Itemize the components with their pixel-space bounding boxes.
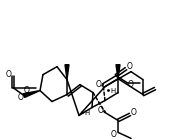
Text: O: O <box>131 108 137 117</box>
Text: H: H <box>84 110 90 116</box>
Text: O: O <box>127 62 133 71</box>
Text: O: O <box>128 80 134 89</box>
Polygon shape <box>116 65 120 79</box>
Text: O: O <box>111 130 117 139</box>
Polygon shape <box>65 65 69 80</box>
Text: H: H <box>110 88 116 94</box>
Text: O: O <box>18 93 24 102</box>
Polygon shape <box>23 91 40 97</box>
Text: O: O <box>24 86 30 95</box>
Text: O: O <box>98 106 104 115</box>
Text: O: O <box>6 70 12 79</box>
Text: O: O <box>96 80 102 89</box>
